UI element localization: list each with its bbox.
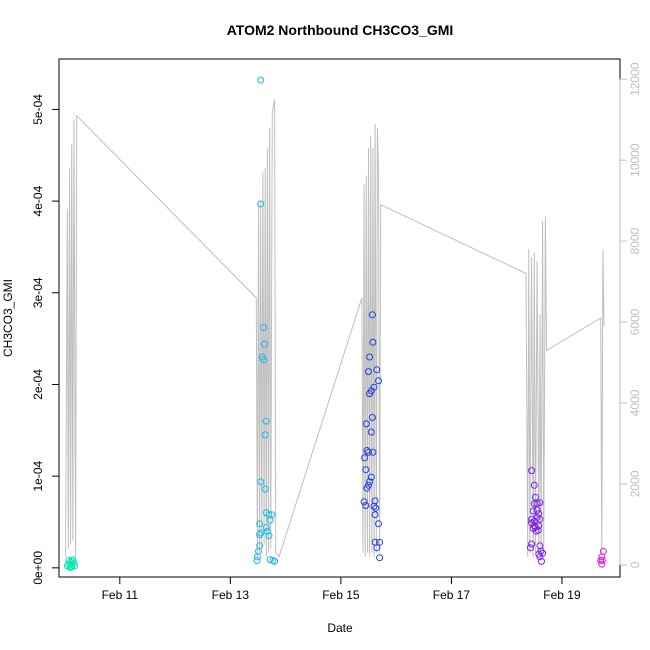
y-axis: 0e+00 1e-04 2e-04 3e-04 4e-04 5e-04 (31, 94, 59, 585)
data-point (262, 417, 270, 425)
data-point (266, 516, 274, 524)
y2-tick-label: 0 (628, 561, 642, 568)
y-tick-label: 4e-04 (31, 185, 45, 216)
data-point (256, 531, 264, 539)
y-tick-label: 3e-04 (31, 277, 45, 308)
data-point (261, 340, 269, 348)
data-point (262, 524, 270, 531)
data-point (530, 481, 538, 489)
y-tick-label: 1e-04 (31, 460, 45, 491)
data-point (375, 377, 382, 385)
data-point (367, 428, 375, 436)
data-point (368, 414, 376, 421)
data-point (361, 454, 369, 462)
data-point (365, 448, 372, 456)
data-point (536, 515, 544, 523)
data-point (366, 478, 374, 486)
y2-tick-label: 10000 (628, 143, 642, 177)
data-point (371, 511, 379, 519)
x-tick-label: Feb 19 (543, 588, 581, 602)
data-point (538, 557, 545, 565)
data-point (66, 563, 74, 571)
data-point (260, 356, 267, 364)
data-point (362, 502, 370, 509)
data-point (257, 529, 265, 537)
data-point (536, 499, 544, 507)
data-point (362, 466, 370, 474)
x-tick-label: Feb 11 (102, 588, 139, 602)
data-point (257, 478, 265, 486)
data-point (369, 338, 377, 346)
data-point (598, 553, 606, 561)
data-point (529, 507, 537, 515)
data-point (371, 497, 379, 505)
y2-tick-label: 6000 (628, 308, 642, 335)
data-point (363, 484, 371, 492)
data-point (376, 538, 384, 546)
data-point (528, 540, 536, 548)
data-point (373, 544, 381, 552)
y2-tick-label: 12000 (628, 62, 642, 96)
data-point (261, 485, 269, 493)
data-point (372, 504, 380, 512)
data-point (257, 200, 265, 208)
y2-tick-label: 2000 (628, 470, 642, 497)
data-point (362, 420, 370, 428)
y2-axis: 0 2000 4000 6000 8000 10000 12000 (619, 62, 642, 568)
data-point (263, 527, 271, 535)
y2-tick-label: 8000 (628, 227, 642, 254)
data-point (536, 553, 544, 561)
chart-title: ATOM2 Northbound CH3CO3_GMI (227, 22, 454, 38)
data-point (368, 311, 376, 319)
y-tick-label: 5e-04 (31, 94, 45, 125)
data-point (527, 544, 534, 552)
x-tick-label: Feb 15 (322, 588, 360, 602)
data-point (534, 526, 542, 534)
data-point (68, 557, 76, 565)
data-point (597, 557, 605, 564)
data-point (536, 542, 544, 550)
x-axis-label: Date (327, 621, 353, 635)
data-point (253, 553, 261, 561)
y2-tick-label: 4000 (628, 389, 642, 416)
altitude-series-line (65, 99, 605, 558)
x-axis: Feb 11 Feb 13 Feb 15 Feb 17 Feb 19 (102, 576, 581, 602)
data-point (373, 366, 381, 374)
x-tick-label: Feb 17 (433, 588, 471, 602)
data-point (376, 554, 384, 562)
data-point (367, 473, 375, 481)
data-point (257, 76, 265, 84)
y-tick-label: 0e+00 (31, 551, 45, 585)
x-tick-label: Feb 13 (212, 588, 250, 602)
data-point (271, 557, 279, 565)
data-point (256, 520, 264, 528)
data-point (261, 431, 269, 439)
data-points-group (63, 76, 607, 571)
data-point (370, 502, 378, 510)
data-point (531, 493, 539, 501)
data-point (255, 547, 262, 555)
data-point (260, 324, 267, 332)
data-point (528, 467, 536, 475)
y-axis-label: CH3CO3_GMI (1, 279, 15, 357)
data-point (366, 390, 374, 398)
altitude-line-group (65, 99, 605, 558)
data-point (366, 353, 374, 361)
data-point (533, 506, 541, 514)
data-point (369, 448, 377, 456)
data-point (70, 559, 78, 567)
data-point (365, 368, 372, 376)
y-tick-label: 2e-04 (31, 369, 45, 400)
data-point (360, 498, 368, 506)
data-point (598, 560, 606, 568)
data-point (375, 520, 382, 528)
data-point (253, 557, 261, 564)
data-point (265, 532, 273, 540)
data-point (535, 522, 543, 530)
